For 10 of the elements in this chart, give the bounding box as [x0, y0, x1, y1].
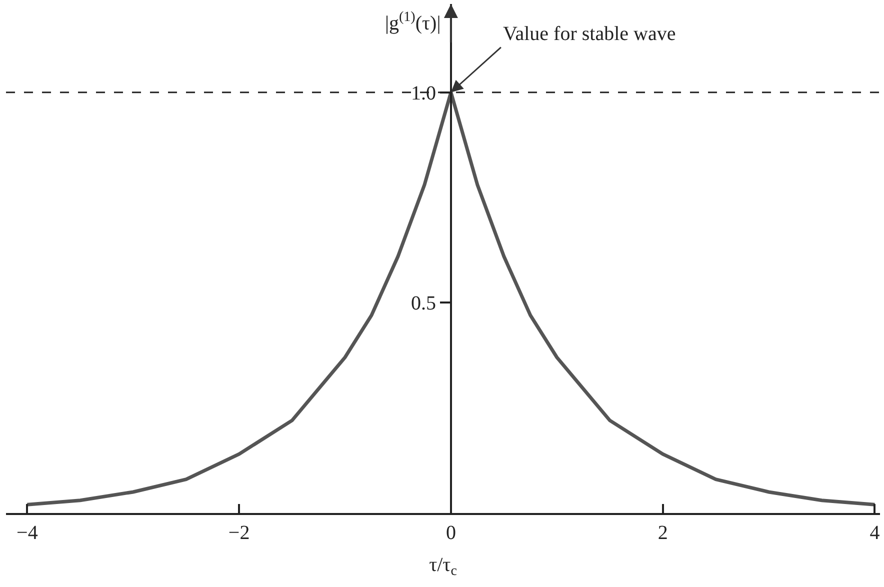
x-tick-label: 2 [658, 522, 668, 544]
x-tick-label: −4 [16, 522, 38, 544]
y-tick-label: 1.0 [410, 82, 436, 104]
x-tick-label: −2 [228, 522, 250, 544]
x-tick-label: 4 [870, 522, 880, 544]
annotation: Value for stable wave [503, 23, 676, 45]
y-axis-title: |g$^{(1)}$(τ)| [385, 10, 441, 34]
y-tick-label: 0.5 [410, 292, 436, 315]
x-axis-title: τ/τ$_{c}$ [429, 554, 457, 580]
x-tick-label: 0 [446, 522, 456, 544]
